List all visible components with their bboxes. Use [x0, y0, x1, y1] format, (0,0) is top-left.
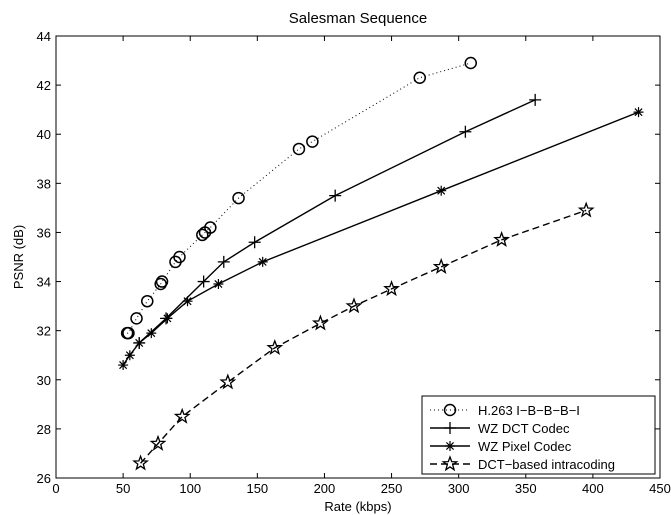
- series-line: [138, 99, 536, 344]
- data-point: [204, 221, 217, 234]
- data-point: [493, 230, 511, 247]
- data-point: [155, 275, 169, 288]
- legend: H.263 I−B−B−B−I WZ DCT Codec WZ Pixel Code…: [421, 395, 656, 475]
- x-tick-label: 150: [246, 481, 268, 496]
- x-tick-label: 0: [52, 481, 59, 496]
- data-point: [173, 250, 186, 264]
- legend-label: H.263 I−B−B−B−I: [478, 403, 580, 418]
- data-point: [311, 314, 329, 331]
- series-line: [127, 62, 471, 334]
- y-tick-label: 28: [37, 422, 51, 437]
- x-tick-label: 400: [582, 481, 604, 496]
- legend-marker: [443, 403, 457, 417]
- data-point: [217, 255, 230, 268]
- data-point: [459, 125, 472, 138]
- legend-label: DCT−based intracoding: [478, 457, 615, 472]
- data-point: [257, 256, 268, 267]
- data-point: [219, 373, 237, 390]
- data-point: [436, 185, 447, 196]
- x-tick-label: 450: [649, 481, 671, 496]
- data-point: [413, 71, 426, 84]
- legend-marker: [441, 455, 459, 472]
- data-point: [633, 107, 644, 118]
- data-point: [149, 434, 167, 451]
- data-point: [345, 297, 363, 314]
- data-point: [182, 296, 193, 307]
- x-tick-label: 250: [381, 481, 403, 496]
- y-tick-label: 30: [37, 373, 51, 388]
- y-tick-label: 26: [37, 471, 51, 486]
- x-tick-label: 300: [448, 481, 470, 496]
- x-axis-label: Rate (kbps): [324, 499, 391, 514]
- x-tick-label: 50: [116, 481, 130, 496]
- series-asterisk: [118, 107, 644, 371]
- y-tick-label: 40: [37, 127, 51, 142]
- data-point: [529, 93, 542, 106]
- y-axis-label: PSNR (dB): [11, 225, 26, 289]
- data-point: [134, 337, 145, 348]
- data-point: [162, 313, 173, 324]
- data-point: [306, 135, 319, 148]
- data-point: [292, 142, 306, 156]
- data-point: [248, 236, 261, 249]
- data-point: [329, 189, 342, 202]
- y-tick-label: 34: [37, 275, 51, 290]
- data-point: [132, 454, 150, 471]
- axis-ticks: 0 50 100 150 200 250 300 350 400 450 26 28 30 32 34 36 3…: [37, 29, 671, 496]
- y-tick-label: 42: [37, 78, 51, 93]
- data-point: [146, 328, 157, 339]
- data-point: [432, 257, 450, 275]
- legend-box: [421, 395, 656, 475]
- x-tick-label: 100: [179, 481, 201, 496]
- data-point: [173, 407, 191, 424]
- legend-label: WZ DCT Codec: [478, 421, 570, 436]
- data-point: [232, 191, 245, 205]
- data-point: [577, 201, 595, 218]
- y-tick-label: 38: [37, 176, 51, 191]
- series-line: [140, 209, 587, 464]
- data-point: [196, 228, 209, 242]
- data-point: [213, 279, 224, 290]
- series-layer: [118, 56, 644, 471]
- y-tick-label: 44: [37, 29, 51, 44]
- data-point: [197, 275, 210, 288]
- data-point: [464, 56, 477, 70]
- data-point: [383, 280, 401, 297]
- data-point: [118, 360, 129, 371]
- x-tick-label: 350: [515, 481, 537, 496]
- y-tick-label: 32: [37, 324, 51, 339]
- series-circle: [120, 56, 477, 340]
- data-point: [266, 338, 284, 356]
- legend-marker: [444, 422, 456, 434]
- data-point: [141, 294, 154, 308]
- legend-marker: [445, 441, 455, 451]
- y-tick-label: 36: [37, 225, 51, 240]
- series-line: [122, 111, 639, 366]
- data-point: [124, 350, 135, 361]
- chart-title: Salesman Sequence: [289, 10, 427, 27]
- legend-label: WZ Pixel Codec: [478, 439, 572, 454]
- data-point: [130, 312, 143, 325]
- data-point: [122, 326, 135, 340]
- series-star: [132, 201, 595, 471]
- x-tick-label: 200: [314, 481, 336, 496]
